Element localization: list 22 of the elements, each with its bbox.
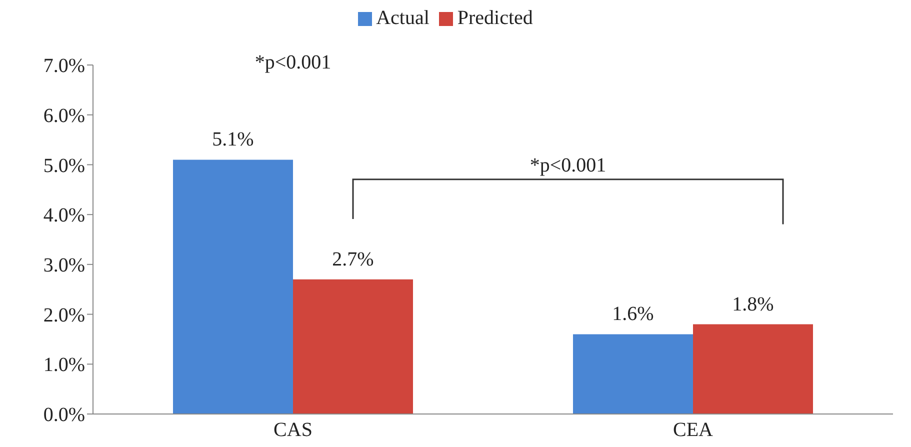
y-tick-label: 1.0% (43, 354, 85, 376)
bar (573, 334, 693, 414)
y-tick-label: 4.0% (43, 204, 85, 227)
bar (693, 324, 813, 414)
legend-label: Actual (376, 7, 430, 29)
y-tick-label: 0.0% (43, 404, 85, 426)
data-label: 2.7% (332, 248, 374, 270)
annotation: *p<0.001 (530, 154, 606, 177)
data-label: 1.8% (732, 293, 774, 316)
annotation: *p<0.001 (254, 52, 332, 74)
y-tick-label: 7.0% (43, 55, 85, 78)
bar (173, 160, 293, 414)
x-tick-label: CEA (673, 419, 714, 442)
y-tick-label: 5.0% (43, 154, 85, 177)
y-tick-label: 2.0% (43, 304, 85, 326)
legend-label: Predicted (457, 7, 533, 29)
x-tick-label: CAS (274, 419, 312, 442)
y-tick-label: 3.0% (43, 254, 85, 277)
y-tick-label: 6.0% (43, 104, 85, 127)
data-label: 1.6% (612, 303, 654, 326)
data-label: 5.1% (212, 128, 254, 151)
bar (293, 279, 413, 414)
